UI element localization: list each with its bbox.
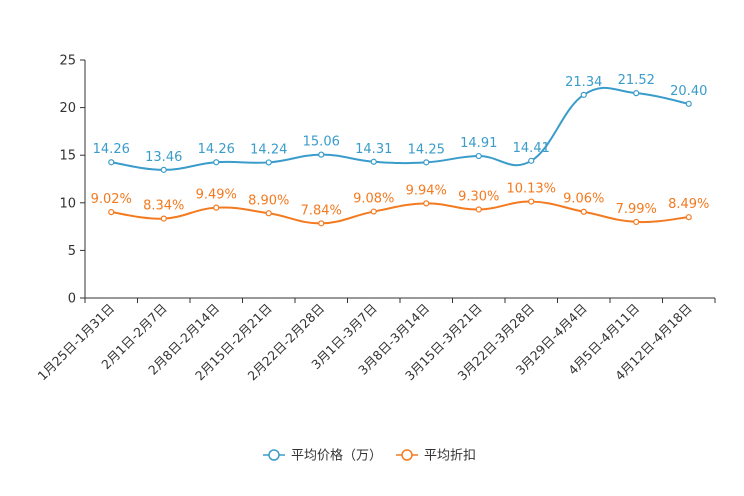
legend-marker-icon bbox=[268, 449, 280, 461]
data-label: 9.94% bbox=[406, 183, 447, 198]
series-layer: 14.26 13.46 14.26 14.24 15.06 14.31 14.25 14.91… bbox=[91, 73, 709, 227]
data-label: 15.06 bbox=[303, 135, 340, 150]
data-point bbox=[423, 159, 430, 166]
data-label: 14.26 bbox=[198, 142, 235, 157]
y-tick-label: 15 bbox=[59, 149, 76, 164]
data-label: 14.25 bbox=[408, 142, 445, 157]
data-label: 14.41 bbox=[513, 141, 550, 156]
legend-item-2[interactable]: 平均折扣 bbox=[396, 449, 476, 464]
data-point bbox=[423, 200, 430, 207]
data-label: 14.26 bbox=[93, 142, 130, 157]
series-line bbox=[111, 86, 689, 171]
data-point bbox=[213, 204, 220, 211]
data-point bbox=[580, 91, 587, 98]
data-point bbox=[685, 214, 692, 221]
data-point bbox=[528, 198, 535, 205]
data-point bbox=[370, 158, 377, 165]
data-point bbox=[160, 215, 167, 222]
series-1: 14.26 13.46 14.26 14.24 15.06 14.31 14.25 14.91… bbox=[93, 73, 707, 173]
data-point bbox=[633, 90, 640, 97]
data-point bbox=[318, 151, 325, 158]
legend-marker-icon bbox=[401, 449, 413, 461]
data-point bbox=[475, 152, 482, 160]
data-point bbox=[108, 209, 115, 216]
x-axis: 1月25日-1月31日2月1日-2月7日2月8日-2月14日2月15日-2月21… bbox=[34, 297, 716, 384]
data-point bbox=[265, 210, 272, 217]
data-label: 9.30% bbox=[458, 189, 499, 204]
legend-label: 平均价格（万） bbox=[291, 448, 382, 464]
data-point bbox=[370, 208, 377, 215]
data-point bbox=[633, 218, 640, 226]
data-label: 14.91 bbox=[460, 136, 497, 151]
data-point bbox=[160, 166, 167, 173]
legend-label: 平均折扣 bbox=[424, 449, 476, 464]
data-label: 7.99% bbox=[616, 202, 657, 217]
data-label: 7.84% bbox=[301, 203, 342, 218]
series-2: 9.02% 8.34% 9.49% 8.90% 7.84% 9.08% 9.94% 9.30%… bbox=[91, 182, 709, 227]
series-line bbox=[111, 200, 689, 225]
data-point bbox=[475, 206, 482, 213]
y-tick-label: 10 bbox=[59, 196, 76, 211]
data-label: 20.40 bbox=[670, 84, 707, 99]
data-label: 14.24 bbox=[250, 142, 287, 157]
data-label: 21.34 bbox=[565, 75, 602, 90]
data-point bbox=[108, 159, 115, 166]
data-label: 13.46 bbox=[145, 150, 182, 165]
data-label: 9.49% bbox=[196, 188, 237, 203]
data-point bbox=[318, 220, 325, 227]
data-label: 8.90% bbox=[248, 193, 289, 208]
data-label: 10.13% bbox=[506, 182, 556, 197]
data-point bbox=[685, 100, 692, 107]
data-point bbox=[213, 159, 220, 166]
y-axis: 0 5 10 15 20 25 bbox=[59, 54, 86, 307]
data-label: 8.49% bbox=[668, 197, 709, 212]
data-label: 9.06% bbox=[563, 192, 604, 207]
data-point bbox=[265, 159, 272, 166]
x-tick-label: 1月25日-1月31日 bbox=[34, 301, 117, 384]
y-tick-label: 5 bbox=[68, 244, 76, 259]
y-tick-label: 0 bbox=[68, 292, 76, 307]
y-tick-label: 25 bbox=[59, 54, 76, 69]
data-label: 8.34% bbox=[143, 199, 184, 214]
legend: 平均价格（万） 平均折扣 bbox=[263, 448, 476, 464]
data-label: 9.08% bbox=[353, 192, 394, 207]
y-tick-label: 20 bbox=[59, 101, 76, 116]
legend-item-1[interactable]: 平均价格（万） bbox=[263, 448, 382, 464]
data-label: 9.02% bbox=[91, 192, 132, 207]
data-label: 14.31 bbox=[355, 142, 392, 157]
data-label: 21.52 bbox=[618, 73, 655, 88]
data-point bbox=[580, 208, 587, 215]
data-point bbox=[528, 157, 535, 164]
